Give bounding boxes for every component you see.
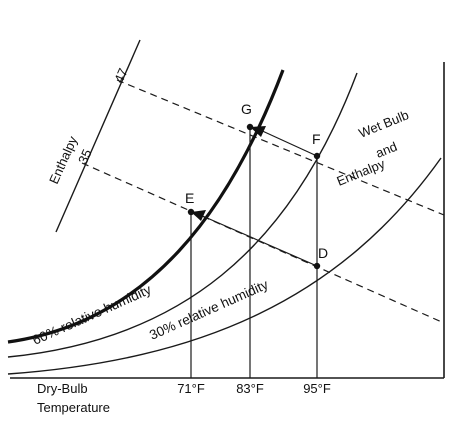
- temperature-tick-83: 83°F: [236, 381, 264, 396]
- saturation-curve: [7, 69, 285, 344]
- enthalpy-tick-35: 35: [75, 147, 95, 166]
- arrow-head-e: [191, 210, 206, 221]
- temperature-tick-71: 71°F: [177, 381, 205, 396]
- enthalpy-tick-47: 47: [111, 66, 131, 85]
- point-marker-d: [313, 262, 321, 270]
- temperature-tick-95: 95°F: [303, 381, 331, 396]
- point-label-g: G: [241, 101, 252, 117]
- point-marker-e: [187, 208, 195, 216]
- arrow-head-g: [250, 126, 266, 137]
- process-line-f-to-g: [257, 128, 318, 157]
- x-axis-label-line2: Temperature: [37, 400, 110, 415]
- annotation-enthalpy: Enthalpy: [335, 156, 388, 189]
- point-label-e: E: [185, 190, 194, 206]
- curve-label-60-rh: 60% relative humidity: [30, 282, 154, 348]
- curve-30-rh: [7, 157, 442, 375]
- point-marker-f: [313, 152, 321, 160]
- x-axis-label-line1: Dry-Bulb: [37, 381, 88, 396]
- point-marker-g: [246, 123, 254, 131]
- enthalpy-scale-line: [55, 39, 141, 233]
- point-label-f: F: [312, 131, 321, 147]
- curve-60-rh: [7, 72, 358, 358]
- dashed-line-47: [116, 79, 445, 216]
- point-label-d: D: [318, 245, 328, 261]
- curve-label-30-rh: 30% relative humidity: [147, 277, 271, 343]
- process-line-d-to-e: [197, 213, 318, 267]
- annotation-wet-bulb: Wet Bulb: [357, 107, 411, 141]
